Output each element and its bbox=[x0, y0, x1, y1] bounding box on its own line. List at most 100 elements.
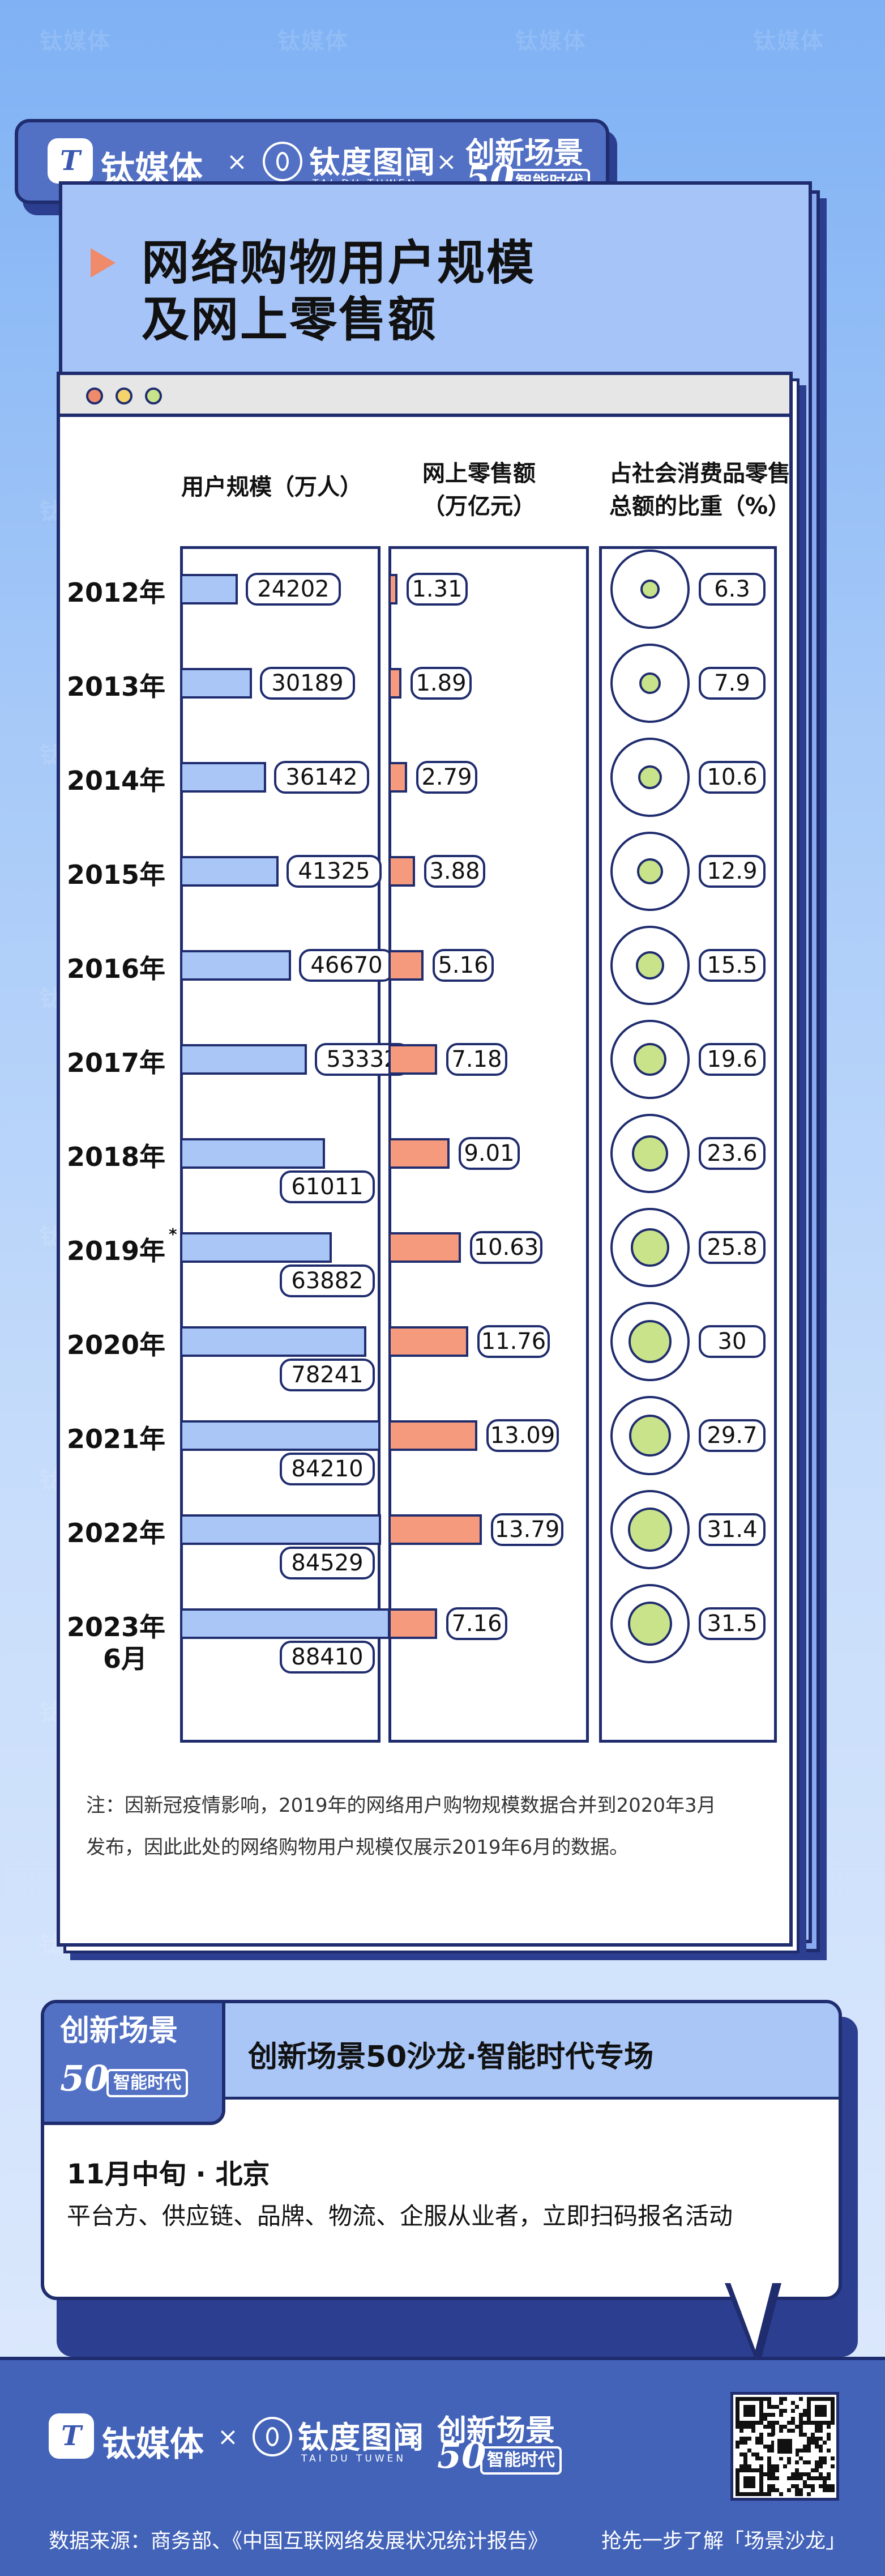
sales-value-label: 13.09 bbox=[486, 1419, 559, 1452]
share-value-label: 31.4 bbox=[699, 1513, 766, 1546]
sales-bar bbox=[388, 856, 415, 887]
year-label: 2021年 bbox=[67, 1424, 166, 1454]
sales-bar bbox=[388, 668, 401, 699]
salon-logo: 创新场景 50 智能时代 bbox=[44, 2003, 225, 2125]
watermark-text: 钛媒体 bbox=[515, 28, 587, 54]
share-dot bbox=[629, 1320, 672, 1363]
sales-value-label: 9.01 bbox=[459, 1137, 520, 1170]
share-dot bbox=[628, 1508, 672, 1552]
share-dot bbox=[634, 1043, 666, 1076]
share-value-label: 12.9 bbox=[699, 855, 766, 888]
year-mark: * bbox=[169, 1225, 177, 1244]
sales-bar bbox=[388, 1232, 461, 1263]
brand-taidu-tuwen: 钛度图闻 bbox=[309, 144, 436, 180]
users-value-label: 61011 bbox=[280, 1170, 375, 1203]
share-circle bbox=[610, 550, 690, 629]
users-bar bbox=[180, 668, 252, 699]
share-circle bbox=[610, 1396, 690, 1475]
sales-bar bbox=[388, 1420, 477, 1451]
users-value-label: 88410 bbox=[280, 1641, 375, 1674]
users-bar bbox=[180, 950, 291, 981]
footer-brand-badge: 智能时代 bbox=[480, 2446, 562, 2475]
sales-bar bbox=[388, 950, 424, 981]
window-minimize-dot-icon bbox=[116, 388, 132, 405]
share-column-header-2: 总额的比重（%） bbox=[609, 493, 791, 520]
window-titlebar bbox=[60, 375, 789, 417]
note-line2: 发布，因此此处的网络购物用户规模仅展示2019年6月的数据。 bbox=[86, 1836, 629, 1859]
year-label: 2015年 bbox=[67, 859, 166, 890]
share-circle bbox=[610, 644, 690, 723]
share-column-header-1: 占社会消费品零售 bbox=[609, 461, 790, 487]
share-value-label: 10.6 bbox=[699, 761, 766, 794]
year-label: 2020年 bbox=[67, 1330, 166, 1360]
users-bar bbox=[180, 1138, 325, 1169]
year-label: 2023年 bbox=[67, 1612, 166, 1642]
sales-value-label: 2.79 bbox=[416, 761, 477, 794]
qr-code-icon bbox=[736, 2397, 835, 2496]
qr-code[interactable] bbox=[730, 2392, 839, 2501]
sales-value-label: 1.31 bbox=[407, 573, 468, 606]
share-value-label: 25.8 bbox=[699, 1231, 766, 1264]
salon-logo-text: 创新场景 bbox=[60, 2014, 178, 2048]
sales-column-header-1: 网上零售额 bbox=[422, 461, 536, 487]
speech-tail-fill bbox=[730, 2283, 772, 2350]
year-label: 2022年 bbox=[67, 1518, 166, 1548]
share-dot bbox=[636, 951, 664, 980]
share-value-label: 31.5 bbox=[699, 1607, 766, 1640]
salon-logo-50: 50 bbox=[60, 2058, 109, 2099]
sales-bar bbox=[388, 574, 397, 604]
year-label: 2012年 bbox=[67, 577, 166, 608]
users-bar bbox=[180, 1608, 390, 1639]
sales-bar bbox=[388, 1044, 437, 1075]
sales-bar bbox=[388, 1138, 450, 1169]
users-bar bbox=[180, 1232, 332, 1263]
users-value-label: 46670 bbox=[299, 949, 394, 982]
watermark-text: 钛媒体 bbox=[753, 28, 824, 54]
year-label: 2014年 bbox=[67, 765, 166, 796]
share-value-label: 23.6 bbox=[699, 1137, 766, 1170]
share-dot bbox=[628, 1602, 672, 1646]
share-value-label: 30 bbox=[699, 1325, 766, 1358]
share-value-label: 19.6 bbox=[699, 1043, 766, 1076]
page-title-line1: 网络购物用户规模 bbox=[142, 235, 536, 291]
sales-bar bbox=[388, 1326, 468, 1357]
sales-value-label: 7.18 bbox=[446, 1043, 507, 1076]
window-maximize-dot-icon bbox=[145, 388, 162, 405]
users-value-label: 63882 bbox=[280, 1264, 375, 1297]
window-close-dot-icon bbox=[86, 388, 103, 405]
watermark-text: 钛媒体 bbox=[40, 28, 111, 54]
share-circle bbox=[610, 1490, 690, 1569]
sales-value-label: 11.76 bbox=[477, 1325, 550, 1358]
users-value-label: 30189 bbox=[260, 667, 355, 700]
sales-bar bbox=[388, 1608, 437, 1639]
sales-value-label: 7.16 bbox=[446, 1607, 507, 1640]
chart-window: 用户规模（万人） 网上零售额 （万亿元） 占社会消费品零售 总额的比重（%） 2… bbox=[57, 372, 793, 1947]
share-dot bbox=[639, 672, 661, 694]
share-dot bbox=[632, 1135, 668, 1172]
year-label: 2017年 bbox=[67, 1048, 166, 1078]
footer-brand-chuangxin: 创新场景 bbox=[437, 2414, 555, 2448]
footer-times-sign: × bbox=[217, 2422, 238, 2451]
sales-bar bbox=[388, 762, 407, 793]
brand-chuangxin-changjing: 创新场景 bbox=[465, 137, 584, 171]
year-label: 2018年 bbox=[67, 1142, 166, 1172]
users-bar bbox=[180, 1326, 366, 1357]
data-source: 数据来源：商务部、《中国互联网络发展状况统计报告》 bbox=[49, 2530, 549, 2553]
share-circle bbox=[610, 738, 690, 817]
share-dot bbox=[640, 580, 660, 599]
salon-title: 创新场景50沙龙·智能时代专场 bbox=[248, 2040, 654, 2074]
footer-brand-taidu-sub: TAI DU TUWEN bbox=[301, 2453, 407, 2464]
footer: T 钛媒体 × 钛度图闻 TAI DU TUWEN × 创新场景 50 智能时代… bbox=[0, 2357, 885, 2576]
sales-column-header-2: （万亿元） bbox=[422, 493, 536, 520]
share-circle bbox=[610, 832, 690, 911]
users-bar bbox=[180, 856, 279, 887]
taidu-logo-icon bbox=[263, 142, 302, 181]
users-value-label: 41325 bbox=[287, 855, 382, 888]
footer-brand-taidu-tuwen: 钛度图闻 bbox=[298, 2420, 425, 2455]
users-value-label: 84210 bbox=[280, 1453, 375, 1485]
year-label: 2016年 bbox=[67, 953, 166, 984]
sales-value-label: 3.88 bbox=[424, 855, 485, 888]
tmt-logo-icon: T bbox=[48, 138, 93, 184]
salon-logo-badge: 智能时代 bbox=[106, 2069, 188, 2097]
share-dot bbox=[629, 1415, 671, 1457]
